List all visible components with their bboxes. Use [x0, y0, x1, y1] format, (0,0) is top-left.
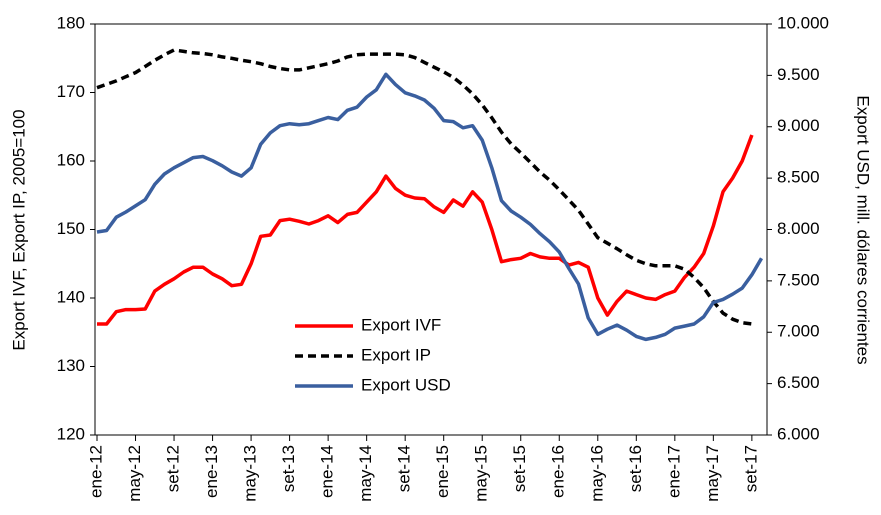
y-axis-label: Export IVF, Export IP, 2005=100 [9, 109, 28, 350]
y-tick-label: 150 [57, 219, 85, 238]
y2-tick-label: 8.500 [777, 168, 820, 187]
x-tick-label: ene-15 [433, 445, 452, 498]
y2-tick-label: 6.500 [777, 373, 820, 392]
x-tick-label: may-15 [472, 445, 491, 502]
y-tick-label: 180 [57, 13, 85, 32]
y2-tick-label: 7.000 [777, 322, 820, 341]
x-tick-label: ene-14 [318, 445, 337, 498]
legend-label: Export IP [361, 345, 431, 364]
series-line [97, 134, 754, 326]
x-tick-label: set-14 [395, 445, 414, 492]
y2-tick-label: 9.500 [777, 65, 820, 84]
y2-tick-label: 6.000 [777, 424, 820, 443]
x-tick-label: set-17 [741, 445, 760, 492]
x-tick-label: may-17 [703, 445, 722, 502]
y2-axis-label: Export USD, mill. dólares corrientes [854, 95, 873, 364]
y-tick-label: 160 [57, 150, 85, 169]
x-tick-label: may-14 [356, 445, 375, 502]
x-tick-label: set-12 [164, 445, 183, 492]
legend-label: Export USD [361, 375, 451, 394]
x-tick-label: may-16 [587, 445, 606, 502]
y2-tick-label: 7.500 [777, 270, 820, 289]
x-tick-label: ene-17 [664, 445, 683, 498]
x-tick-label: may-12 [125, 445, 144, 502]
x-tick-label: set-16 [626, 445, 645, 492]
y2-tick-label: 10.000 [777, 13, 829, 32]
x-tick-label: ene-12 [86, 445, 105, 498]
x-tick-label: set-15 [510, 445, 529, 492]
x-tick-label: set-13 [279, 445, 298, 492]
y-tick-label: 120 [57, 424, 85, 443]
y-tick-label: 140 [57, 287, 85, 306]
y2-tick-label: 9.000 [777, 116, 820, 135]
x-tick-label: ene-16 [549, 445, 568, 498]
series-line [96, 72, 764, 342]
y-tick-label: 130 [57, 356, 85, 375]
y-tick-label: 170 [57, 82, 85, 101]
x-tick-label: ene-13 [202, 445, 221, 498]
series-line [96, 48, 753, 326]
x-tick-label: may-13 [241, 445, 260, 502]
y2-tick-label: 8.000 [777, 219, 820, 238]
legend-label: Export IVF [361, 315, 441, 334]
